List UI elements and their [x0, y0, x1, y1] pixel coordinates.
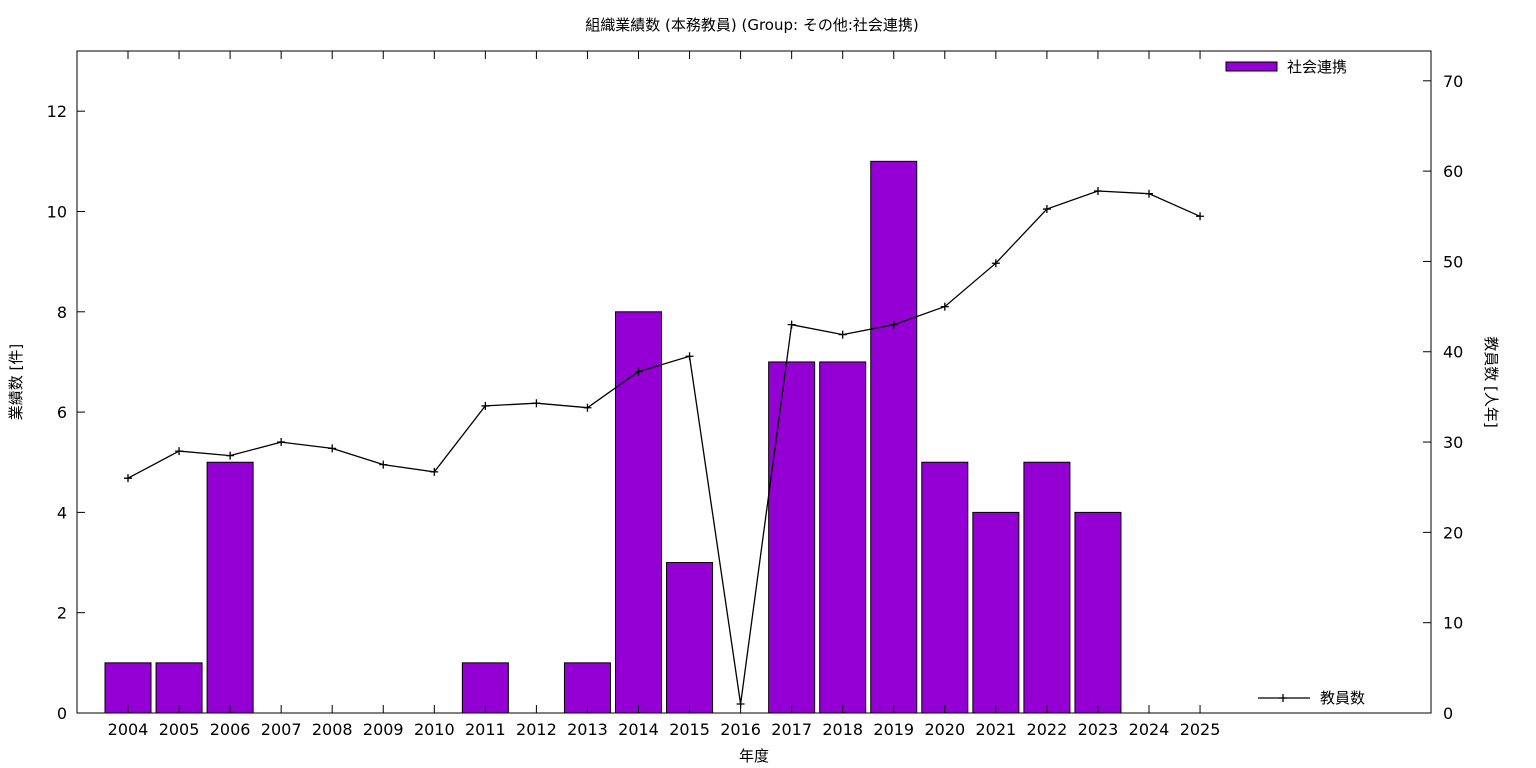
y2-axis-label: 教員数 [人年]	[1482, 336, 1500, 427]
marker-2024	[1145, 189, 1153, 198]
legend-line: 教員数	[1258, 689, 1365, 707]
bar-group	[104, 160, 1122, 714]
y-axis-label: 業績数 [件]	[7, 344, 25, 420]
bar-2011	[461, 662, 509, 714]
chart-title: 組織業績数 (本務教員) (Group: その他:社会連携)	[585, 16, 919, 34]
y2-tick-label: 60	[1443, 162, 1463, 181]
bar-2006	[206, 461, 254, 714]
x-tick-label: 2012	[516, 720, 557, 739]
marker-2022	[1042, 205, 1051, 214]
x-tick-label: 2008	[312, 720, 353, 739]
bar-2022	[1023, 461, 1071, 714]
bar-2021	[972, 511, 1020, 714]
x-axis: 2004 2005 2006 2007 2008 2009 2010 2011 2012 2013…	[108, 51, 1221, 739]
y-tick-label: 4	[57, 503, 67, 522]
y2-tick-label: 10	[1443, 614, 1463, 633]
x-tick-label: 2024	[1129, 720, 1170, 739]
bar-2020	[921, 461, 969, 714]
bar-2023	[1074, 511, 1122, 714]
marker-2007	[277, 438, 286, 447]
y-tick-label: 2	[57, 604, 67, 623]
marker-2014	[634, 367, 643, 376]
legend-line-marker	[1279, 694, 1287, 702]
legend-line-label: 教員数	[1320, 689, 1365, 707]
x-tick-label: 2005	[159, 720, 200, 739]
x-tick-label: 2007	[261, 720, 302, 739]
marker-2010	[430, 467, 439, 476]
y2-tick-label: 70	[1443, 72, 1463, 91]
marker-2005	[175, 447, 184, 456]
y2-tick-label: 40	[1443, 343, 1463, 362]
marker-2009	[379, 460, 388, 469]
x-axis-label: 年度	[739, 747, 769, 765]
y-axis-left: 0 2 4 6 8 10 12	[47, 102, 85, 723]
y2-tick-label: 20	[1443, 523, 1463, 542]
x-tick-label: 2018	[822, 720, 863, 739]
marker-2011	[481, 401, 490, 410]
line-teachers	[127, 190, 1201, 705]
y-tick-label: 12	[47, 102, 67, 121]
bar-2019	[870, 160, 918, 714]
y-axis-right: 0 10 20 30 40 50 60 70	[1423, 72, 1463, 723]
marker-2008	[328, 444, 337, 453]
marker-2023	[1093, 186, 1102, 195]
bar-2013	[563, 662, 611, 714]
bar-2015	[666, 562, 714, 714]
legend-bar: 社会連携	[1225, 58, 1347, 76]
y-tick-label: 8	[57, 303, 67, 322]
x-tick-label: 2011	[465, 720, 506, 739]
x-tick-label: 2010	[414, 720, 455, 739]
plot-frame	[76, 50, 1432, 714]
marker-2021	[991, 259, 1000, 268]
marker-2019	[889, 320, 898, 329]
x-tick-label: 2020	[924, 720, 965, 739]
bar-2017	[768, 361, 816, 714]
bar-2004	[104, 662, 152, 714]
y2-tick-label: 50	[1443, 252, 1463, 271]
bar-2018	[819, 361, 867, 714]
legend-bar-label: 社会連携	[1287, 58, 1347, 76]
marker-2018	[838, 330, 847, 339]
y-tick-label: 0	[57, 704, 67, 723]
x-tick-label: 2015	[669, 720, 710, 739]
bar-2014	[615, 311, 662, 714]
y-tick-label: 10	[47, 202, 67, 221]
y2-tick-label: 0	[1443, 704, 1453, 723]
marker-2020	[940, 302, 949, 311]
legend-bar-swatch	[1225, 61, 1278, 72]
line-group	[124, 186, 1205, 708]
y-tick-label: 6	[57, 403, 67, 422]
x-tick-label: 2009	[363, 720, 404, 739]
x-tick-label: 2019	[873, 720, 914, 739]
marker-2017	[787, 320, 796, 329]
marker-2006	[226, 451, 235, 460]
x-tick-label: 2021	[975, 720, 1016, 739]
x-tick-label: 2014	[618, 720, 659, 739]
x-tick-label: 2004	[108, 720, 149, 739]
marker-2012	[532, 399, 541, 408]
x-tick-label: 2006	[210, 720, 251, 739]
x-tick-label: 2022	[1027, 720, 1068, 739]
marker-2015	[685, 352, 694, 361]
x-tick-label: 2013	[567, 720, 608, 739]
x-tick-label: 2025	[1180, 720, 1221, 739]
x-tick-label: 2023	[1078, 720, 1119, 739]
bar-2005	[155, 662, 203, 714]
marker-2025	[1196, 212, 1205, 221]
marker-2004	[124, 474, 132, 483]
x-tick-label: 2016	[720, 720, 761, 739]
x-tick-label: 2017	[771, 720, 812, 739]
marker-2013	[583, 403, 592, 412]
y2-tick-label: 30	[1443, 433, 1463, 452]
